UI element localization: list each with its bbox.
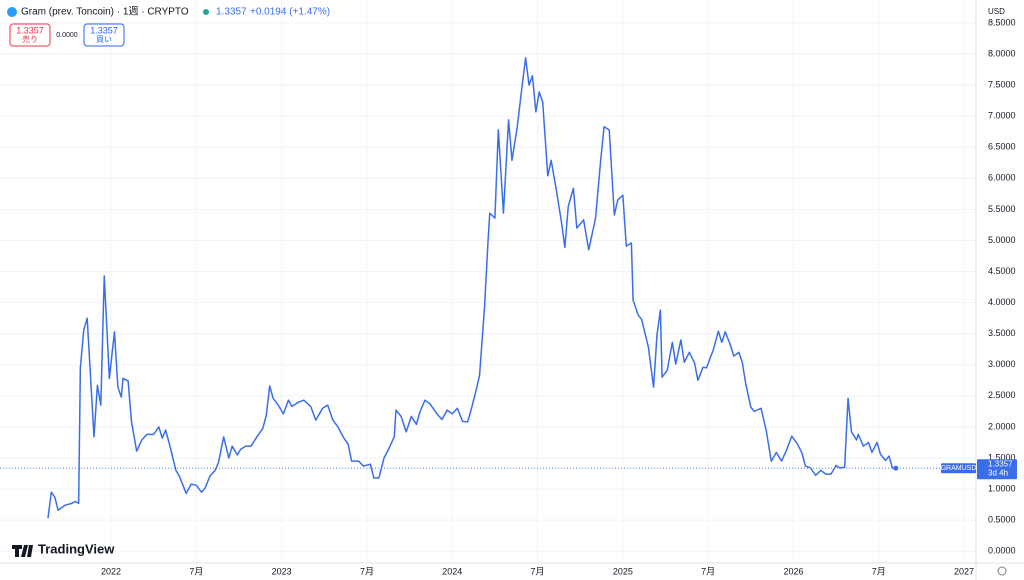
y-tick-label: 5.0000 [988,235,1016,245]
y-tick-label: 5.5000 [988,204,1016,214]
last-price-label: 1.3357 [988,459,1013,468]
y-tick-label: 1.0000 [988,483,1016,493]
price-line [47,57,896,519]
y-tick-label: 2.0000 [988,421,1016,431]
sell-price: 1.3357 [16,25,44,35]
x-tick-label: 2024 [442,566,462,576]
buy-price: 1.3357 [90,25,118,35]
currency[interactable]: USD [988,7,1005,16]
y-tick-label: 4.0000 [988,297,1016,307]
price: 1.3357 [216,7,247,18]
y-tick-label: 8.5000 [988,17,1016,27]
y-tick-label: 7.5000 [988,80,1016,90]
y-tick-label: 1.5000 [988,452,1016,462]
sell-label: 売り [22,34,38,44]
x-tick-label: 7月 [189,566,203,576]
y-tick-label: 2.5000 [988,390,1016,400]
sell-button[interactable] [9,23,51,47]
symbol-icon [7,7,17,17]
y-tick-label: 6.0000 [988,173,1016,183]
y-tick-label: 4.5000 [988,266,1016,276]
y-tick-label: 3.5000 [988,328,1016,338]
y-tick-label: 0.5000 [988,514,1016,524]
price-axis: 0.0000 0.5000 1.0000 1.5000 2.0000 2.5000 3.00… [988,17,1016,555]
x-tick-label: 2025 [613,566,633,576]
settings-icon[interactable] [997,566,1007,576]
y-tick-label: 3.0000 [988,359,1016,369]
x-tick-label: 7月 [701,566,715,576]
y-tick-label: 8.0000 [988,48,1016,58]
last-point [893,465,899,471]
buy-label: 買い [96,35,112,44]
time-axis: 2022 7月 2023 7月 2024 7月 2025 7月 2026 7月 2027 [101,566,974,576]
grid [0,0,976,563]
status-dot [203,9,209,15]
plot [0,57,976,519]
buy-button[interactable] [83,23,125,47]
countdown: 3d 4h [988,468,1008,477]
symbol-badge-text: GRAMUSD [941,465,977,472]
last-price-badge [977,459,1017,480]
brand: TradingView [38,541,115,556]
x-tick-label: 7月 [872,566,886,576]
x-tick-label: 2026 [783,566,803,576]
y-tick-label: 7.0000 [988,111,1016,121]
y-tick-label: 6.5000 [988,142,1016,152]
x-tick-label: 7月 [360,566,374,576]
x-tick-label: 2023 [272,566,292,576]
brand-logo [12,545,33,557]
x-tick-label: 7月 [531,566,545,576]
x-tick-label: 2022 [101,566,121,576]
chart-title: Gram (prev. Toncoin) · 1週 · CRYPTO [21,6,189,18]
symbol-badge [941,463,976,474]
y-tick-label: 0.0000 [988,546,1016,556]
spread: 0.0000 [56,32,78,39]
change: +0.0194 (+1.47%) [250,7,330,18]
x-tick-label: 2027 [954,566,974,576]
